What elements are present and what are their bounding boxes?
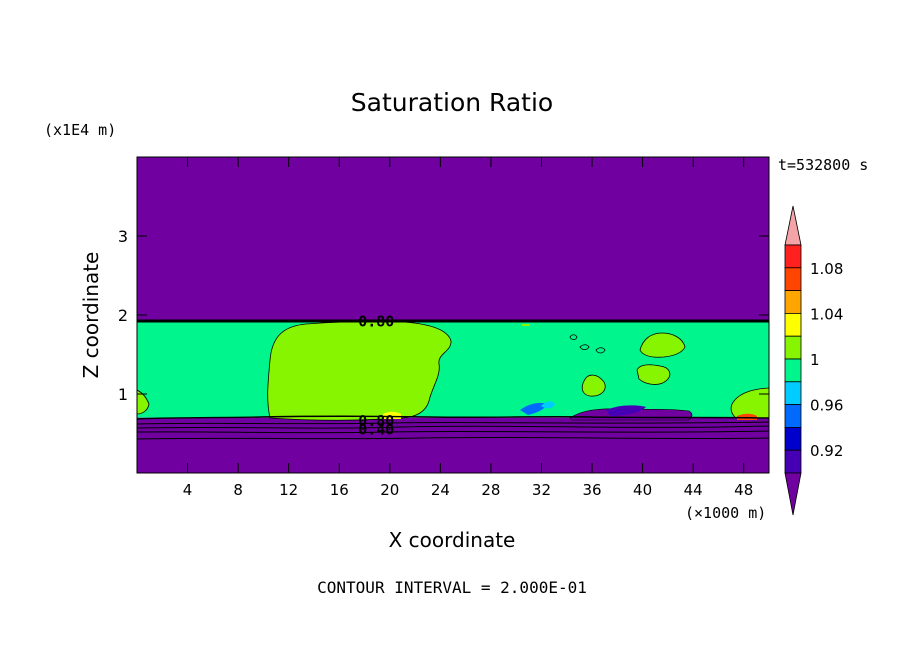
colorbar-level-10 bbox=[784, 244, 802, 269]
colorbar-level-7 bbox=[784, 312, 802, 337]
colorbar-level-2 bbox=[784, 426, 802, 451]
tiny-contour-3 bbox=[595, 347, 606, 354]
contour-line-0-80-lower bbox=[137, 415, 769, 420]
large-green-moist-patch bbox=[267, 320, 452, 421]
x-axis-tick-label-11: 48 bbox=[734, 481, 753, 499]
contour-label-0: 0.80 bbox=[358, 312, 394, 330]
colorbar-label-1: 0.92 bbox=[810, 442, 843, 460]
contour-line-lower-2 bbox=[137, 425, 769, 429]
axis-ticks bbox=[137, 157, 769, 473]
colorbar-label-5: 1 bbox=[810, 351, 820, 369]
x-axis-tick-label-9: 40 bbox=[633, 481, 652, 499]
colorbar: 0.92 0.96 1 1.04 1.08 bbox=[784, 205, 843, 516]
x-axis-tick-label-1: 8 bbox=[233, 481, 243, 499]
x-axis-tick-label-10: 44 bbox=[684, 481, 703, 499]
colorbar-label-9: 1.08 bbox=[810, 260, 843, 278]
upper-dry-layer-region bbox=[137, 157, 769, 322]
right-edge-green-patch bbox=[730, 387, 769, 419]
colorbar-top-arrow bbox=[784, 205, 802, 246]
contour-line-0-40 bbox=[137, 430, 769, 434]
x-axis-label: X coordinate bbox=[389, 528, 516, 552]
colorbar-level-5 bbox=[784, 358, 802, 383]
deep-blue-pocket bbox=[606, 405, 646, 416]
mid-right-green-patch bbox=[636, 364, 671, 385]
cyan-small-pocket bbox=[541, 401, 555, 409]
x-axis-tick-label-5: 24 bbox=[431, 481, 450, 499]
x-axis-tick-label-0: 4 bbox=[183, 481, 193, 499]
contour-line-lower-1 bbox=[137, 421, 769, 425]
colorbar-level-9 bbox=[784, 267, 802, 291]
x-axis-tick-label-3: 16 bbox=[330, 481, 349, 499]
contour-label-2: 0.40 bbox=[358, 421, 394, 439]
x-axis-tick-label-2: 12 bbox=[279, 481, 298, 499]
x-axis-tick-label-4: 20 bbox=[380, 481, 399, 499]
blue-small-pocket bbox=[520, 402, 548, 415]
tiny-contour-1 bbox=[569, 334, 578, 341]
y-axis-tick-label-1: 2 bbox=[118, 306, 128, 325]
y-axis-label: Z coordinate bbox=[79, 252, 103, 379]
colorbar-level-6 bbox=[784, 335, 802, 360]
time-label: t=532800 s bbox=[778, 156, 868, 174]
colorbar-level-1 bbox=[784, 449, 802, 474]
colorbar-level-4 bbox=[784, 381, 802, 405]
small-green-patch-36 bbox=[581, 374, 606, 397]
upper-right-green-patch bbox=[639, 332, 686, 358]
colorbar-label-3: 0.96 bbox=[810, 397, 843, 415]
tiny-contour-2 bbox=[579, 344, 590, 351]
contour-labels: 0.800.800.40 bbox=[358, 312, 394, 438]
left-edge-green-patch bbox=[137, 389, 150, 415]
chart-title: Saturation Ratio bbox=[351, 88, 553, 117]
colorbar-level-8 bbox=[784, 290, 802, 314]
contour-line-lower-3 bbox=[137, 436, 769, 440]
y-axis-tick-label-2: 3 bbox=[118, 227, 128, 246]
x-axis-tick-label-6: 28 bbox=[481, 481, 500, 499]
x-axis-tick-label-8: 36 bbox=[582, 481, 601, 499]
colorbar-bottom-arrow bbox=[784, 472, 802, 516]
y-axis-tick-label-0: 1 bbox=[118, 385, 128, 404]
tiny-green-top-pocket bbox=[522, 324, 530, 326]
y-axis-units: (x1E4 m) bbox=[44, 121, 116, 139]
contour-label-1: 0.80 bbox=[358, 412, 394, 430]
contour-interval-label: CONTOUR INTERVAL = 2.000E-01 bbox=[317, 578, 587, 597]
x-axis-tick-label-7: 32 bbox=[532, 481, 551, 499]
x-axis-units: (×1000 m) bbox=[685, 504, 766, 522]
colorbar-label-7: 1.04 bbox=[810, 305, 843, 323]
colorbar-level-3 bbox=[784, 404, 802, 428]
plot-area-group bbox=[137, 157, 769, 473]
